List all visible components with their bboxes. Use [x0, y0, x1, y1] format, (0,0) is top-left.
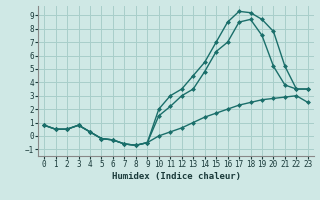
X-axis label: Humidex (Indice chaleur): Humidex (Indice chaleur): [111, 172, 241, 181]
